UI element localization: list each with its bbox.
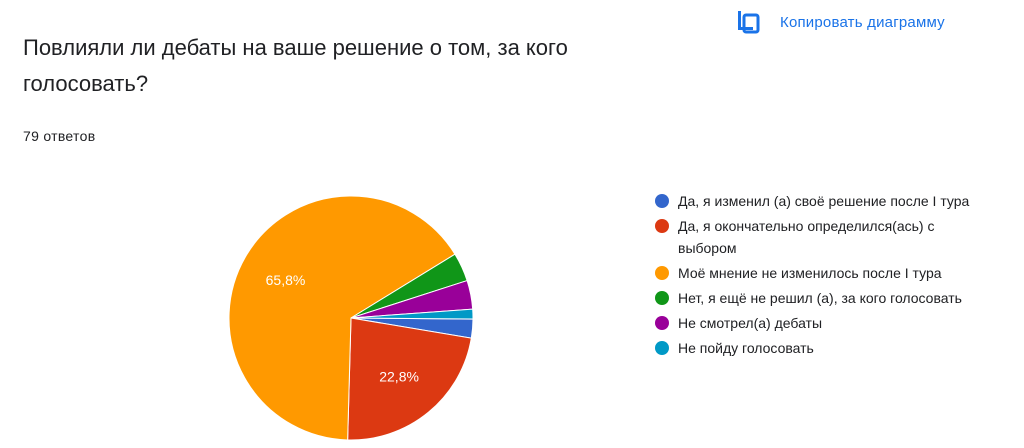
legend-label-2: Моё мнение не изменилось после I тура — [678, 265, 942, 281]
legend-item-2[interactable]: Моё мнение не изменилось после I тура — [655, 262, 985, 284]
copy-chart-button[interactable]: Копировать диаграмму — [734, 4, 945, 40]
slice-value-label-2: 65,8% — [266, 272, 306, 288]
pie-slice-2[interactable] — [228, 195, 456, 441]
legend-label-0: Да, я изменил (а) своё решение после I т… — [678, 193, 970, 209]
legend-item-1[interactable]: Да, я окончательно определился(ась) с вы… — [655, 215, 985, 259]
legend-label-5: Не пойду голосовать — [678, 340, 814, 356]
response-count: 79 ответов — [23, 128, 96, 144]
legend-label-3: Нет, я ещё не решил (а), за кого голосов… — [678, 290, 962, 306]
slice-value-label-1: 22,8% — [379, 368, 419, 384]
legend-swatch-5 — [655, 341, 669, 355]
legend-item-5[interactable]: Не пойду голосовать — [655, 337, 985, 359]
chart-legend: Да, я изменил (а) своё решение после I т… — [655, 190, 985, 362]
legend-item-3[interactable]: Нет, я ещё не решил (а), за кого голосов… — [655, 287, 985, 309]
legend-swatch-4 — [655, 316, 669, 330]
pie-slice-5[interactable] — [350, 308, 474, 320]
pie-slice-1[interactable] — [347, 317, 472, 441]
legend-swatch-0 — [655, 194, 669, 208]
question-title: Повлияли ли дебаты на ваше решение о том… — [23, 35, 568, 96]
legend-swatch-3 — [655, 291, 669, 305]
legend-item-0[interactable]: Да, я изменил (а) своё решение после I т… — [655, 190, 985, 212]
legend-label-1: Да, я окончательно определился(ась) с вы… — [678, 218, 935, 256]
legend-swatch-2 — [655, 266, 669, 280]
legend-label-4: Не смотрел(а) дебаты — [678, 315, 823, 331]
legend-swatch-1 — [655, 219, 669, 233]
copy-icon — [738, 11, 760, 34]
legend-item-4[interactable]: Не смотрел(а) дебаты — [655, 312, 985, 334]
copy-chart-label: Копировать диаграмму — [780, 13, 945, 31]
